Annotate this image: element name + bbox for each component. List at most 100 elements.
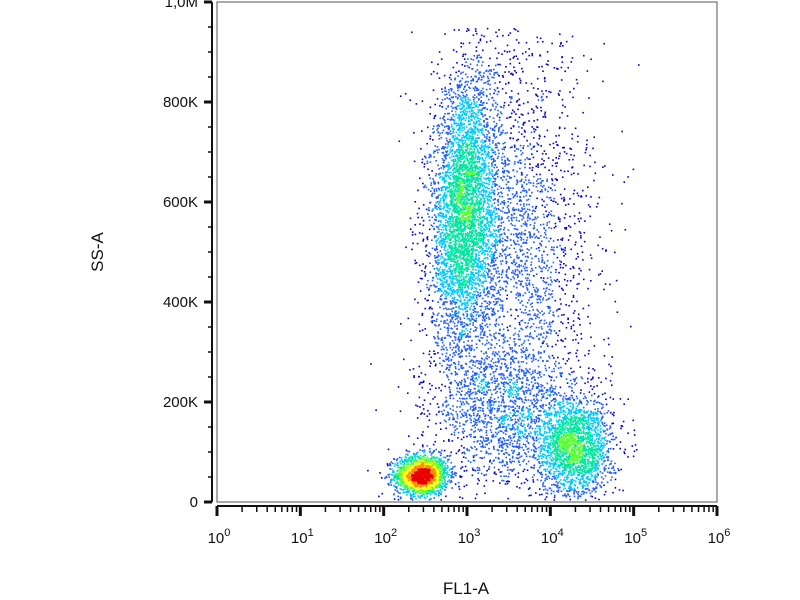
- event-point: [558, 330, 561, 332]
- event-point: [498, 255, 501, 258]
- event-point: [575, 355, 578, 358]
- event-point: [582, 307, 585, 310]
- event-point: [431, 316, 433, 319]
- event-point: [570, 402, 572, 404]
- event-point: [447, 329, 449, 332]
- event-point: [543, 216, 545, 219]
- event-point: [478, 373, 480, 376]
- event-point: [450, 471, 453, 474]
- event-point: [522, 195, 525, 198]
- event-point: [560, 42, 562, 44]
- event-point: [517, 410, 519, 413]
- event-point: [456, 387, 458, 390]
- event-point: [399, 410, 402, 412]
- event-point: [511, 455, 514, 458]
- event-point: [474, 426, 476, 429]
- event-point: [494, 102, 497, 104]
- event-point: [440, 298, 443, 301]
- event-point: [479, 71, 482, 74]
- event-point: [518, 447, 520, 450]
- event-point: [563, 255, 565, 257]
- event-point: [531, 302, 533, 304]
- event-point: [427, 299, 429, 302]
- event-point: [502, 461, 504, 463]
- event-point: [482, 61, 484, 63]
- event-point: [578, 403, 580, 405]
- event-point: [522, 217, 525, 219]
- event-point: [443, 147, 445, 150]
- event-point: [525, 392, 528, 394]
- event-point: [551, 370, 553, 373]
- event-point: [577, 218, 580, 220]
- event-point: [459, 400, 462, 403]
- event-point: [600, 485, 602, 488]
- event-point: [485, 129, 487, 131]
- event-point: [570, 248, 572, 251]
- event-point: [501, 271, 504, 274]
- event-point: [414, 262, 417, 265]
- event-point: [539, 425, 541, 427]
- event-point: [512, 233, 515, 236]
- event-point: [573, 154, 575, 157]
- event-point: [550, 489, 553, 492]
- event-point: [605, 432, 607, 435]
- event-point: [550, 384, 553, 387]
- event-point: [526, 279, 528, 282]
- event-point: [428, 219, 431, 222]
- event-point: [523, 481, 526, 484]
- event-point: [498, 351, 500, 353]
- event-point: [566, 280, 569, 282]
- event-point: [494, 298, 497, 300]
- event-point: [555, 393, 557, 395]
- event-point: [539, 296, 541, 298]
- event-point: [546, 332, 548, 334]
- event-point: [440, 337, 443, 340]
- event-point: [526, 174, 528, 176]
- event-point: [514, 473, 517, 476]
- event-point: [473, 99, 475, 101]
- event-point: [486, 108, 488, 110]
- event-point: [439, 172, 441, 175]
- event-point: [516, 269, 519, 271]
- event-point: [435, 173, 437, 175]
- event-point: [573, 267, 575, 269]
- event-point: [605, 424, 608, 427]
- event-point: [526, 236, 529, 239]
- event-point: [597, 202, 599, 205]
- event-point: [554, 477, 557, 479]
- event-point: [568, 385, 570, 388]
- event-point: [468, 391, 471, 393]
- event-point: [472, 96, 474, 98]
- event-point: [532, 481, 535, 483]
- event-point: [513, 209, 516, 211]
- event-point: [502, 129, 504, 132]
- event-point: [589, 165, 591, 168]
- event-point: [438, 189, 441, 192]
- event-point: [501, 378, 504, 380]
- event-point: [454, 318, 457, 321]
- event-point: [429, 403, 432, 405]
- event-point: [466, 76, 469, 78]
- event-point: [443, 449, 446, 452]
- event-point: [544, 116, 547, 119]
- event-point: [519, 294, 522, 297]
- event-point: [435, 267, 438, 269]
- event-point: [575, 490, 578, 493]
- event-point: [488, 409, 491, 411]
- event-point: [502, 288, 504, 290]
- event-point: [449, 133, 452, 135]
- event-point: [520, 370, 523, 373]
- event-point: [497, 63, 499, 66]
- event-point: [547, 475, 550, 478]
- event-point: [531, 267, 533, 270]
- event-point: [450, 479, 452, 482]
- event-point: [509, 443, 511, 446]
- event-point: [519, 293, 522, 295]
- event-point: [437, 164, 439, 167]
- event-point: [489, 57, 491, 60]
- event-point: [497, 109, 499, 112]
- event-point: [500, 404, 502, 407]
- event-point: [441, 346, 443, 348]
- event-point: [445, 427, 447, 430]
- event-point: [434, 364, 437, 367]
